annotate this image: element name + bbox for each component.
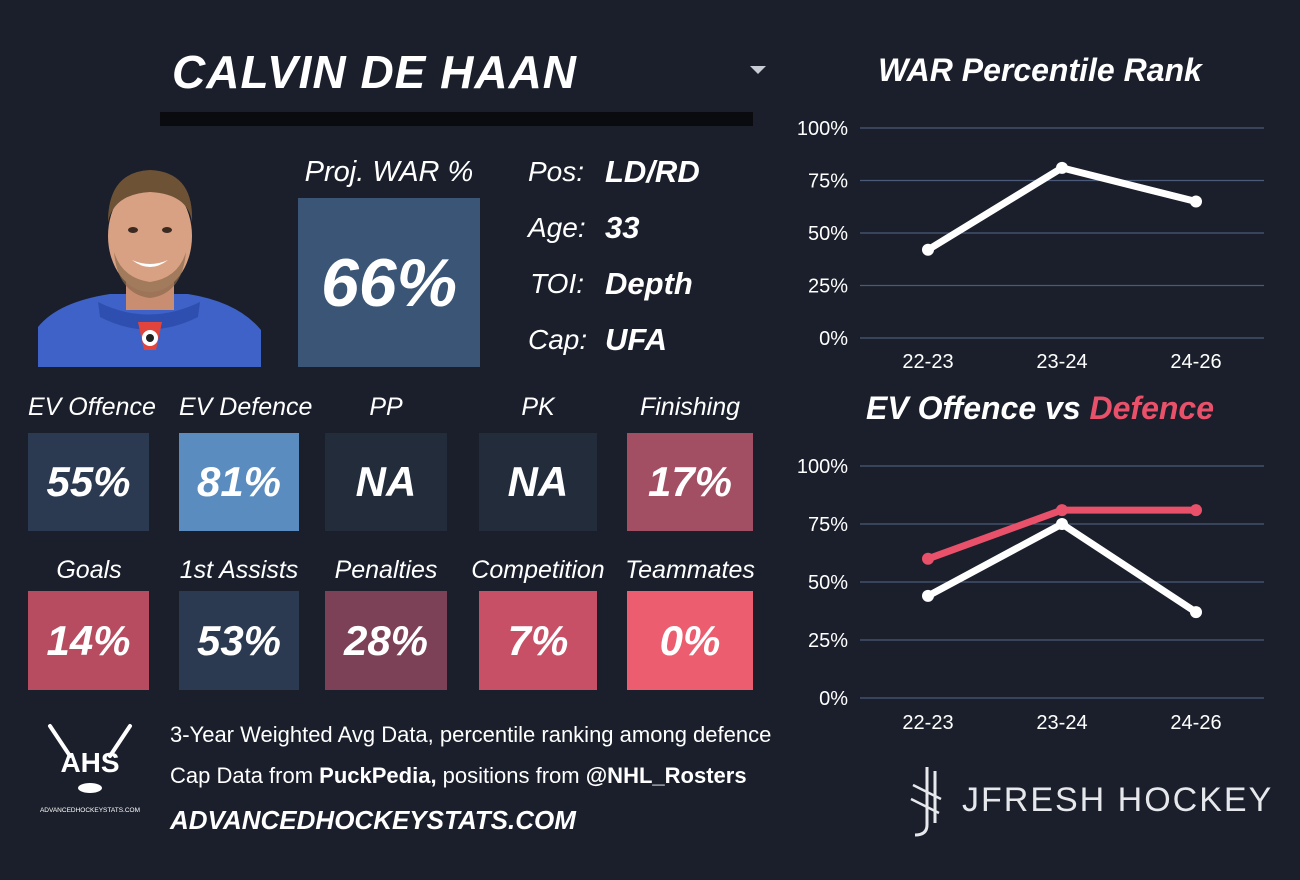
info-value-cap: UFA	[605, 322, 667, 357]
tile-ev-offence: 55%	[28, 433, 149, 531]
series-line-0	[924, 506, 1200, 563]
data-point	[1056, 518, 1068, 530]
tile-penalties: 28%	[325, 591, 447, 690]
tile-label-pp: PP	[369, 393, 403, 421]
y-tick-label: 75%	[808, 171, 848, 193]
tile-label-ev-offence: EV Offence	[28, 393, 156, 421]
info-key-pos: Pos:	[528, 156, 585, 187]
x-tick-label: 22-23	[902, 712, 953, 734]
tile-competition: 7%	[479, 591, 597, 690]
tile-label-competition: Competition	[471, 556, 605, 584]
y-tick-label: 100%	[797, 456, 848, 478]
data-point	[1190, 606, 1202, 619]
ev-chart-title-offence: EV Offence vs	[865, 390, 1090, 426]
y-tick-label: 25%	[808, 276, 848, 298]
tile-value-competition: 7%	[507, 616, 569, 664]
tile-value-pp: NA	[355, 458, 417, 505]
proj-war-value: 66%	[320, 244, 458, 321]
tile-pp: NA	[325, 433, 447, 531]
name-underline-bar	[160, 112, 753, 126]
tile-teammates: 0%	[627, 591, 753, 690]
tile-value-1st-assists: 53%	[196, 616, 282, 664]
tile-value-penalties: 28%	[343, 616, 429, 664]
tile-value-ev-defence: 81%	[196, 458, 282, 505]
tile-finishing: 17%	[627, 433, 753, 531]
info-value-age: 33	[605, 210, 640, 245]
data-point	[922, 243, 934, 256]
data-point	[922, 552, 934, 565]
ev-offence-defence-chart: 100% 75% 50% 25% 0% 22-23 23-24 24-26	[797, 456, 1264, 734]
source-nhl-rosters: @NHL_Rosters	[585, 763, 747, 788]
player-name: CALVIN DE HAAN	[172, 46, 578, 98]
y-tick-label: 25%	[808, 630, 848, 652]
info-key-age: Age:	[528, 212, 586, 243]
jfresh-hockey-brand: JFRESH HOCKEY	[962, 781, 1274, 819]
ev-chart-title-defence: Defence	[1089, 390, 1215, 426]
tile-value-ev-offence: 55%	[46, 458, 131, 505]
tile-pk: NA	[479, 433, 597, 531]
info-key-toi: TOI:	[530, 268, 584, 299]
proj-war-box: 66%	[298, 198, 480, 367]
footnote-sources: Cap Data from PuckPedia, positions from …	[170, 761, 747, 791]
tile-label-pk: PK	[521, 393, 555, 421]
proj-war-label: Proj. WAR %	[304, 156, 474, 188]
tile-label-1st-assists: 1st Assists	[179, 556, 299, 584]
footnote-middle: positions from	[436, 763, 586, 788]
tile-1st-assists: 53%	[179, 591, 299, 690]
ahs-logo-subtext: ADVANCEDHOCKEYSTATS.COM	[40, 807, 140, 814]
tile-goals: 14%	[28, 591, 149, 690]
war-chart-title: WAR Percentile Rank	[878, 52, 1202, 88]
x-tick-label: 22-23	[902, 351, 953, 373]
tile-label-penalties: Penalties	[334, 556, 438, 584]
source-puckpedia: PuckPedia,	[319, 763, 437, 788]
tile-value-finishing: 17%	[647, 458, 733, 505]
data-point	[1190, 195, 1202, 208]
data-point	[1056, 504, 1068, 517]
player-select-dropdown-arrow[interactable]	[750, 66, 766, 74]
data-point	[1056, 161, 1068, 174]
x-tick-label: 24-26	[1170, 712, 1221, 734]
x-tick-label: 23-24	[1036, 351, 1087, 373]
y-tick-label: 100%	[797, 118, 848, 140]
footnote-prefix: Cap Data from	[170, 763, 320, 788]
tile-value-pk: NA	[507, 458, 569, 505]
info-value-toi: Depth	[605, 266, 693, 301]
tile-label-teammates: Teammates	[625, 556, 755, 584]
player-photo	[38, 152, 261, 367]
info-value-pos: LD/RD	[605, 154, 700, 189]
site-link[interactable]: ADVANCEDHOCKEYSTATS.COM	[170, 805, 576, 835]
footnote-methodology: 3-Year Weighted Avg Data, percentile ran…	[170, 722, 772, 747]
info-key-cap: Cap:	[528, 324, 588, 355]
y-tick-label: 0%	[819, 328, 848, 350]
ahs-logo: AHS ADVANCEDHOCKEYSTATS.COM	[36, 722, 144, 822]
tile-value-teammates: 0%	[659, 616, 721, 664]
ahs-logo-text: AHS	[60, 747, 119, 778]
y-tick-label: 0%	[819, 688, 848, 710]
tile-label-ev-defence: EV Defence	[179, 393, 313, 421]
y-tick-label: 50%	[808, 572, 848, 594]
tile-value-goals: 14%	[46, 616, 131, 664]
tile-label-goals: Goals	[56, 556, 122, 584]
series-line-1	[924, 520, 1200, 616]
x-tick-label: 23-24	[1036, 712, 1087, 734]
data-point	[1190, 504, 1202, 517]
war-percentile-chart: 100% 75% 50% 25% 0% 22-23 23-24 24-26	[797, 118, 1264, 373]
y-tick-label: 50%	[808, 223, 848, 245]
data-point	[922, 589, 934, 602]
ev-chart-title: EV Offence vs Defence	[790, 386, 1290, 430]
y-tick-label: 75%	[808, 514, 848, 536]
tile-ev-defence: 81%	[179, 433, 299, 531]
x-tick-label: 24-26	[1170, 351, 1221, 373]
jfresh-logo-icon	[905, 765, 945, 837]
tile-label-finishing: Finishing	[639, 393, 741, 421]
